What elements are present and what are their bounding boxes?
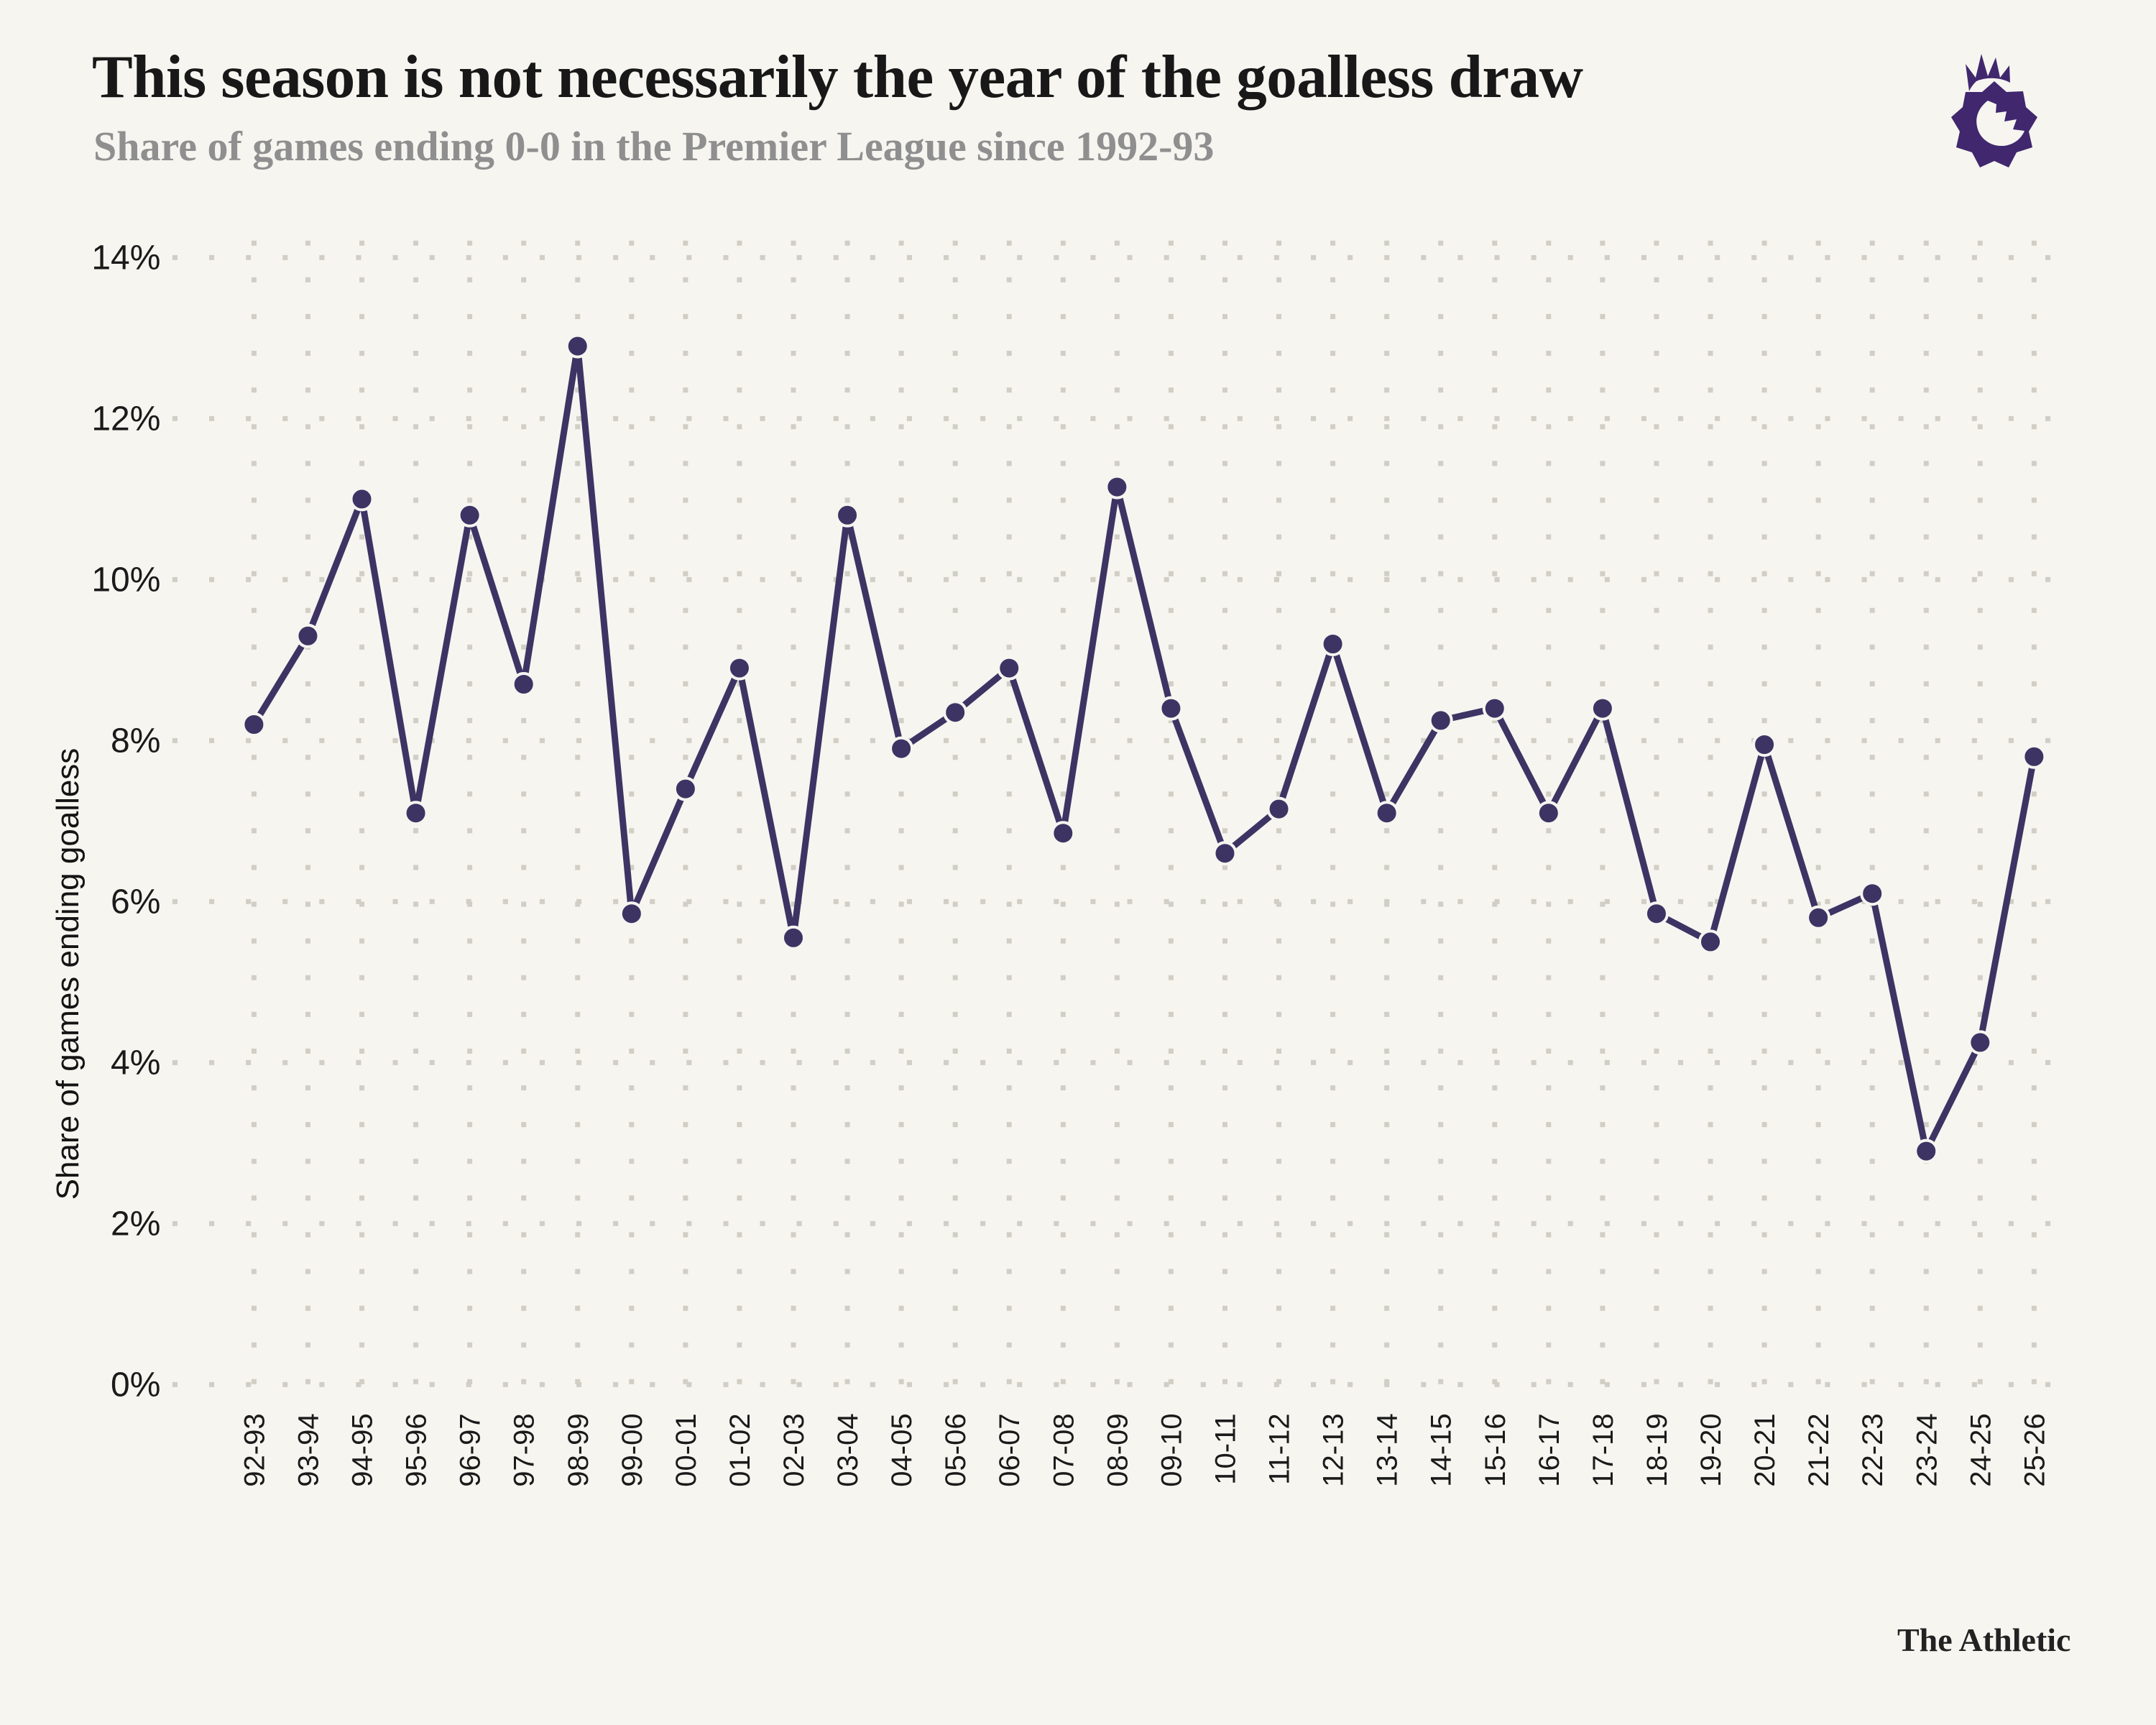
svg-text:15-16: 15-16 [1480,1413,1511,1486]
svg-text:11-12: 11-12 [1264,1413,1296,1484]
svg-text:96-97: 96-97 [455,1413,487,1486]
svg-text:20-21: 20-21 [1749,1413,1781,1486]
svg-text:12%: 12% [91,400,160,438]
svg-text:24-25: 24-25 [1965,1413,1996,1486]
svg-text:14%: 14% [91,239,160,277]
svg-text:10-11: 10-11 [1210,1413,1241,1484]
svg-text:08-09: 08-09 [1102,1413,1133,1486]
svg-text:14-15: 14-15 [1426,1413,1457,1486]
svg-text:19-20: 19-20 [1695,1413,1727,1486]
svg-text:92-93: 92-93 [239,1413,270,1486]
svg-text:12-13: 12-13 [1318,1413,1350,1486]
svg-text:4%: 4% [111,1044,160,1082]
svg-text:01-02: 01-02 [724,1413,756,1486]
svg-text:93-94: 93-94 [292,1413,324,1486]
svg-text:06-07: 06-07 [994,1413,1026,1486]
svg-text:98-99: 98-99 [563,1413,594,1486]
svg-text:94-95: 94-95 [347,1413,379,1486]
svg-text:99-00: 99-00 [617,1413,648,1486]
svg-text:17-18: 17-18 [1588,1413,1619,1486]
svg-text:16-17: 16-17 [1534,1413,1565,1486]
svg-text:95-96: 95-96 [401,1413,433,1486]
svg-text:8%: 8% [111,722,160,760]
svg-text:10%: 10% [91,561,160,599]
svg-text:07-08: 07-08 [1048,1413,1079,1486]
svg-text:05-06: 05-06 [940,1413,972,1486]
svg-text:2%: 2% [111,1205,160,1243]
svg-text:04-05: 04-05 [886,1413,918,1486]
svg-text:21-22: 21-22 [1803,1413,1835,1486]
svg-text:18-19: 18-19 [1641,1413,1673,1486]
svg-text:25-26: 25-26 [2019,1413,2050,1486]
svg-text:97-98: 97-98 [509,1413,540,1486]
svg-text:02-03: 02-03 [778,1413,810,1486]
svg-text:23-24: 23-24 [1911,1413,1943,1486]
svg-text:03-04: 03-04 [832,1413,864,1486]
svg-text:22-23: 22-23 [1857,1413,1889,1486]
svg-text:09-10: 09-10 [1156,1413,1187,1486]
svg-text:13-14: 13-14 [1372,1413,1404,1486]
svg-text:00-01: 00-01 [671,1413,702,1486]
svg-text:0%: 0% [111,1366,160,1404]
svg-text:6%: 6% [111,883,160,921]
